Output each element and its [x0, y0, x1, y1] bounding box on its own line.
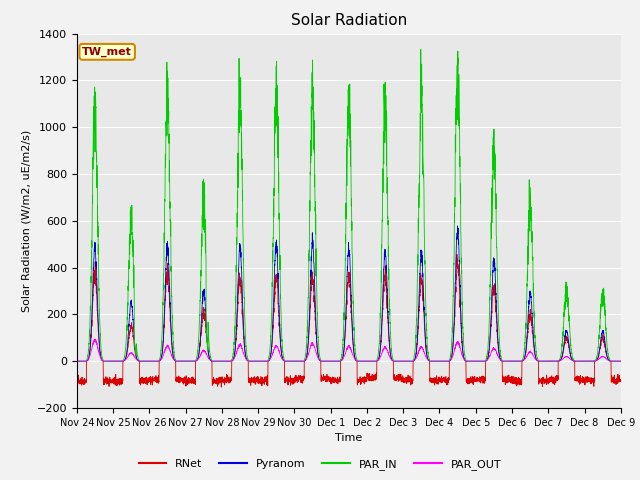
RNet [171, 357, 179, 363]
Text: TW_met: TW_met [82, 47, 132, 57]
Legend: RNet, Pyranom, PAR_IN, PAR_OUT: RNet, Pyranom, PAR_IN, PAR_OUT [134, 455, 506, 474]
Pyranom [440, 358, 448, 364]
Line: Pyranom: Pyranom [77, 226, 621, 361]
PAR_IN [171, 353, 179, 359]
PAR_OUT [471, 358, 479, 364]
RNet [441, 376, 449, 382]
Pyranom [617, 358, 625, 364]
PAR_IN [617, 358, 625, 364]
PAR_IN [471, 358, 479, 364]
Line: RNet: RNet [77, 254, 621, 387]
PAR_IN [417, 47, 424, 52]
Line: PAR_OUT: PAR_OUT [77, 339, 621, 361]
Pyranom [73, 358, 81, 364]
PAR_OUT [329, 358, 337, 364]
X-axis label: Time: Time [335, 433, 362, 443]
RNet [329, 379, 337, 384]
Line: PAR_IN: PAR_IN [77, 49, 621, 361]
Pyranom [616, 358, 624, 364]
PAR_OUT [617, 358, 625, 364]
Pyranom [171, 358, 179, 363]
PAR_IN [616, 358, 624, 364]
RNet [453, 252, 461, 257]
Pyranom [471, 358, 479, 364]
PAR_OUT [502, 358, 509, 364]
Pyranom [502, 358, 509, 364]
RNet [616, 379, 624, 384]
PAR_OUT [171, 358, 179, 363]
RNet [502, 376, 509, 382]
RNet [617, 376, 625, 382]
PAR_IN [441, 358, 449, 364]
PAR_IN [502, 358, 509, 364]
Y-axis label: Solar Radiation (W/m2, uE/m2/s): Solar Radiation (W/m2, uE/m2/s) [21, 130, 31, 312]
PAR_IN [73, 358, 81, 364]
PAR_OUT [90, 336, 98, 342]
Pyranom [454, 223, 461, 229]
Title: Solar Radiation: Solar Radiation [291, 13, 407, 28]
Pyranom [328, 358, 336, 364]
RNet [471, 373, 479, 379]
PAR_IN [328, 358, 336, 364]
PAR_OUT [73, 358, 81, 364]
RNet [218, 384, 225, 390]
RNet [73, 375, 81, 381]
PAR_OUT [441, 358, 449, 364]
PAR_OUT [616, 358, 624, 364]
